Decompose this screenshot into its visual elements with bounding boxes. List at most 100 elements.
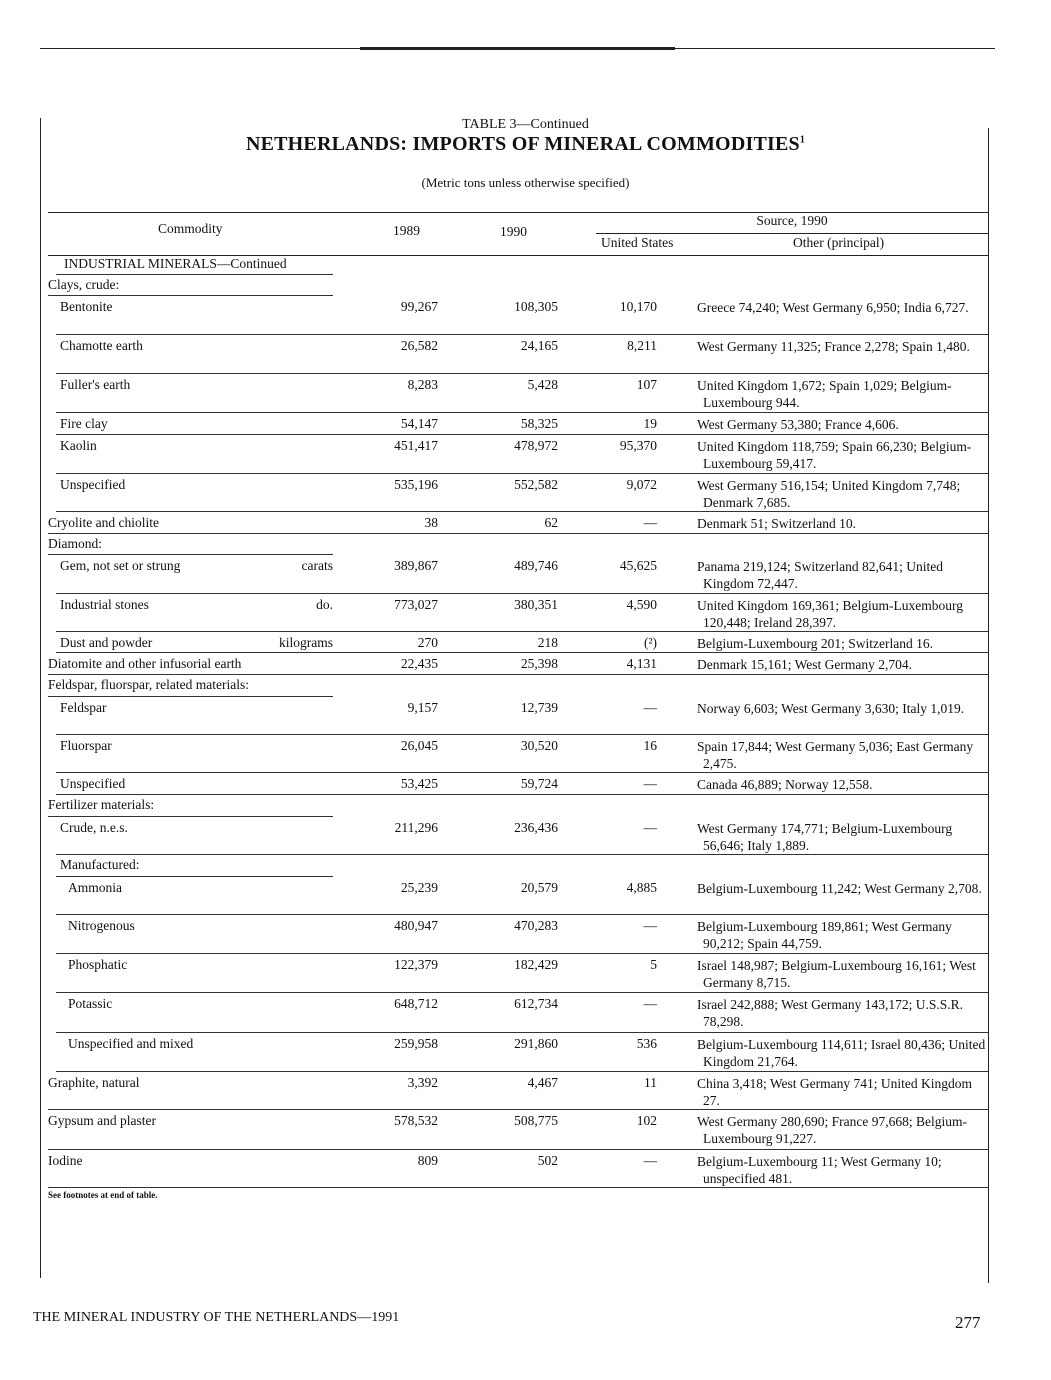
value-1989: 809: [417, 1153, 438, 1168]
col-other-principal: Other (principal): [793, 235, 885, 250]
other-principal-sources: Belgium-Luxembourg 201; Switzerland 16.: [697, 636, 933, 651]
table-row: Ammonia 25,239 20,579 4,885 Belgium-Luxembou…: [56, 877, 988, 915]
table-row: Feldspar 9,157 12,739 — Norway 6,603; West G…: [56, 697, 988, 735]
other-principal-sources: Belgium-Luxembourg 114,611; Israel 80,43…: [697, 1037, 986, 1069]
value-1990: 30,520: [520, 738, 558, 753]
commodity-name: INDUSTRIAL MINERALS—Continued: [64, 256, 287, 271]
value-1989: 9,157: [407, 700, 438, 715]
value-united-states: 536: [636, 1036, 657, 1051]
table-row: Unspecified and mixed 259,958 291,860 536 Be…: [56, 1033, 988, 1072]
table-row: Diatomite and other infusorial earth 22,4…: [48, 653, 988, 675]
unit-label: carats: [301, 558, 333, 573]
commodity-name: Clays, crude:: [48, 277, 120, 292]
commodity-name: Gypsum and plaster: [48, 1113, 156, 1128]
table-title: NETHERLANDS: IMPORTS OF MINERAL COMMODIT…: [0, 133, 1051, 156]
other-principal-sources: Belgium-Luxembourg 11,242; West Germany …: [697, 881, 982, 896]
value-1990: 62: [544, 515, 559, 530]
value-1990: 12,739: [520, 700, 558, 715]
value-1989: 451,417: [394, 438, 438, 453]
other-principal-sources: China 3,418; West Germany 741; United Ki…: [697, 1076, 973, 1108]
value-united-states: 19: [643, 416, 658, 431]
value-united-states: —: [643, 700, 658, 715]
value-1989: 26,045: [400, 738, 438, 753]
title-text: NETHERLANDS: IMPORTS OF MINERAL COMMODIT…: [245, 133, 800, 155]
other-principal-sources: Panama 219,124; Switzerland 82,641; Unit…: [697, 559, 943, 591]
value-1990: 59,724: [520, 776, 558, 791]
unit-label: kilograms: [279, 635, 333, 650]
col-1989: 1989: [393, 223, 420, 238]
other-principal-sources: Norway 6,603; West Germany 3,630; Italy …: [697, 701, 965, 716]
value-1989: 26,582: [400, 338, 438, 353]
commodity-name: Potassic: [68, 996, 113, 1011]
table-row: Fuller's earth 8,283 5,428 107 United Kingdo…: [56, 374, 988, 413]
table-row: Chamotte earth 26,582 24,165 8,211 West Germ…: [56, 335, 988, 374]
right-margin-rule: [988, 128, 989, 1283]
value-united-states: 45,625: [619, 558, 657, 573]
table-row: Unspecified 53,425 59,724 — Canada 46,889; N…: [56, 773, 988, 795]
unit-label: do.: [316, 597, 333, 612]
commodity-name: Diatomite and other infusorial earth: [48, 656, 242, 671]
table-row: Crude, n.e.s. 211,296 236,436 — West Germany…: [56, 817, 988, 855]
value-1990: 20,579: [520, 880, 558, 895]
table-row: Graphite, natural 3,392 4,467 11 China 3,418…: [48, 1072, 988, 1110]
commodity-name: Kaolin: [60, 438, 97, 453]
section-heading-row: Fertilizer materials:: [48, 795, 333, 817]
top-rule-thick: [360, 47, 675, 50]
commodity-name: Cryolite and chiolite: [48, 515, 159, 530]
value-1989: 259,958: [394, 1036, 438, 1051]
table-header: Commodity 1989 1990 Source, 1990 United …: [48, 212, 988, 256]
left-margin-rule: [40, 118, 41, 1278]
value-1989: 38: [424, 515, 439, 530]
commodity-name: Bentonite: [60, 299, 113, 314]
value-1990: 502: [537, 1153, 558, 1168]
value-1989: 122,379: [394, 957, 438, 972]
table-row: Gem, not set or strung carats 389,867 489,7…: [56, 555, 988, 594]
section-heading-row: Feldspar, fluorspar, related materials:: [48, 675, 333, 697]
commodity-name: Unspecified and mixed: [68, 1036, 194, 1051]
value-1989: 8,283: [407, 377, 438, 392]
table-row: Iodine 809 502 — Belgium-Luxembourg 11; West…: [48, 1150, 988, 1188]
value-1989: 25,239: [400, 880, 438, 895]
table-row: Industrial stones do. 773,027 380,351 4,590 U…: [56, 594, 988, 632]
other-principal-sources: West Germany 53,380; France 4,606.: [697, 417, 899, 432]
table-row: Cryolite and chiolite 38 62 — Denmark 51; Sw…: [48, 512, 988, 534]
commodity-name: Fluorspar: [60, 738, 112, 753]
other-principal-sources: Canada 46,889; Norway 12,558.: [697, 777, 873, 792]
section-heading-row: Manufactured:: [56, 855, 333, 877]
running-footer: THE MINERAL INDUSTRY OF THE NETHERLANDS—…: [33, 1310, 400, 1325]
value-united-states: 95,370: [619, 438, 657, 453]
value-1990: 108,305: [514, 299, 558, 314]
value-united-states: —: [643, 918, 658, 933]
value-1989: 578,532: [394, 1113, 438, 1128]
value-1990: 470,283: [514, 918, 558, 933]
table-subtitle: (Metric tons unless otherwise specified): [421, 175, 630, 190]
commodity-name: Diamond:: [48, 536, 102, 551]
value-1989: 535,196: [394, 477, 438, 492]
value-1990: 182,429: [514, 957, 558, 972]
table-row: Dust and powder kilograms 270 218 (²) Belgium…: [56, 632, 988, 653]
title-footnote-mark: 1: [799, 134, 806, 146]
other-principal-sources: Denmark 15,161; West Germany 2,704.: [697, 657, 912, 672]
table-row: Phosphatic 122,379 182,429 5 Israel 148,987;…: [56, 954, 988, 993]
value-1989: 648,712: [394, 996, 438, 1011]
commodity-name: Fuller's earth: [60, 377, 131, 392]
commodity-name: Chamotte earth: [60, 338, 143, 353]
value-1990: 24,165: [520, 338, 558, 353]
commodity-name: Fertilizer materials:: [48, 797, 155, 812]
footnote-reference: See footnotes at end of table.: [48, 1190, 158, 1200]
other-principal-sources: West Germany 174,771; Belgium-Luxembourg…: [697, 821, 953, 853]
value-1990: 612,734: [514, 996, 558, 1011]
value-1990: 489,746: [514, 558, 558, 573]
other-principal-sources: Belgium-Luxembourg 189,861; West Germany…: [697, 919, 952, 951]
page-number: 277: [955, 1313, 981, 1332]
value-1990: 552,582: [514, 477, 558, 492]
other-principal-sources: United Kingdom 169,361; Belgium-Luxembou…: [697, 598, 963, 630]
value-1990: 5,428: [527, 377, 558, 392]
value-1990: 508,775: [514, 1113, 558, 1128]
commodity-name: Feldspar, fluorspar, related materials:: [48, 677, 249, 692]
value-1989: 22,435: [400, 656, 438, 671]
value-1990: 291,860: [514, 1036, 558, 1051]
commodity-name: Feldspar: [60, 700, 107, 715]
value-1989: 54,147: [400, 416, 438, 431]
value-1990: 4,467: [527, 1075, 558, 1090]
